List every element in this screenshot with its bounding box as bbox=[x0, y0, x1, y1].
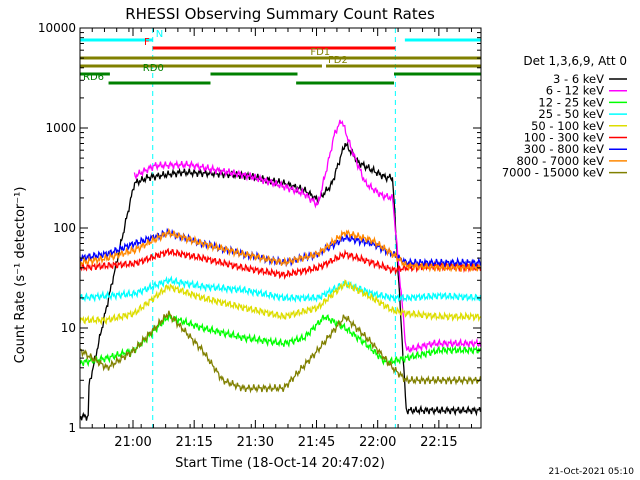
x-tick-label: 22:15 bbox=[420, 435, 457, 450]
flag-label-rd6: RD6 bbox=[83, 72, 104, 83]
legend-title: Det 1,3,6,9, Att 0 bbox=[523, 54, 627, 68]
flag-label-rd0: RD0 bbox=[143, 63, 164, 74]
y-tick-label: 1000 bbox=[45, 121, 76, 135]
x-axis-label: Start Time (18-Oct-14 20:47:02) bbox=[175, 456, 385, 471]
legend-label-5: 100 - 300 keV bbox=[524, 131, 604, 145]
series-line-7 bbox=[79, 227, 481, 273]
x-tick-label: 22:00 bbox=[359, 435, 396, 450]
legend-label-3: 25 - 50 keV bbox=[538, 107, 604, 121]
legend-label-4: 50 - 100 keV bbox=[531, 119, 604, 133]
legend-label-7: 800 - 7000 keV bbox=[516, 154, 604, 168]
series-line-8 bbox=[79, 310, 482, 394]
legend-label-1: 6 - 12 keV bbox=[546, 84, 604, 98]
flag-label-f: F bbox=[144, 37, 150, 48]
axes: 1 10 100 1000 10000 21:00 21:15 21:30 21:45 22:00… bbox=[38, 21, 482, 450]
legend-label-8: 7000 - 15000 keV bbox=[502, 166, 604, 180]
series-line-5 bbox=[79, 247, 482, 280]
series-line-3 bbox=[79, 275, 482, 304]
series-line-1 bbox=[133, 119, 482, 354]
y-axis-label: Count Rate (s⁻¹ detector⁻¹) bbox=[13, 187, 28, 364]
legend-label-0: 3 - 6 keV bbox=[553, 72, 604, 86]
legend-label-6: 300 - 800 keV bbox=[524, 142, 604, 156]
flag-label-fd2: FD2 bbox=[328, 55, 348, 66]
flag-label-fd1: FD1 bbox=[310, 47, 330, 58]
x-tick-label: 21:45 bbox=[298, 435, 335, 450]
x-tick-label: 21:00 bbox=[114, 435, 151, 450]
y-tick-label: 1 bbox=[68, 421, 76, 435]
footer-timestamp: 21-Oct-2021 05:10 bbox=[549, 467, 635, 477]
y-tick-label: 10 bbox=[61, 321, 76, 335]
legend-label-2: 12 - 25 keV bbox=[538, 95, 604, 109]
series-line-6 bbox=[79, 227, 482, 269]
x-tick-label: 21:15 bbox=[175, 435, 212, 450]
y-tick-label: 100 bbox=[53, 221, 76, 235]
series-line-4 bbox=[79, 279, 482, 326]
y-tick-label: 10000 bbox=[38, 21, 76, 35]
x-tick-label: 21:30 bbox=[237, 435, 274, 450]
flag-label-n: N bbox=[156, 29, 163, 40]
chart-title: RHESSI Observing Summary Count Rates bbox=[125, 5, 435, 23]
